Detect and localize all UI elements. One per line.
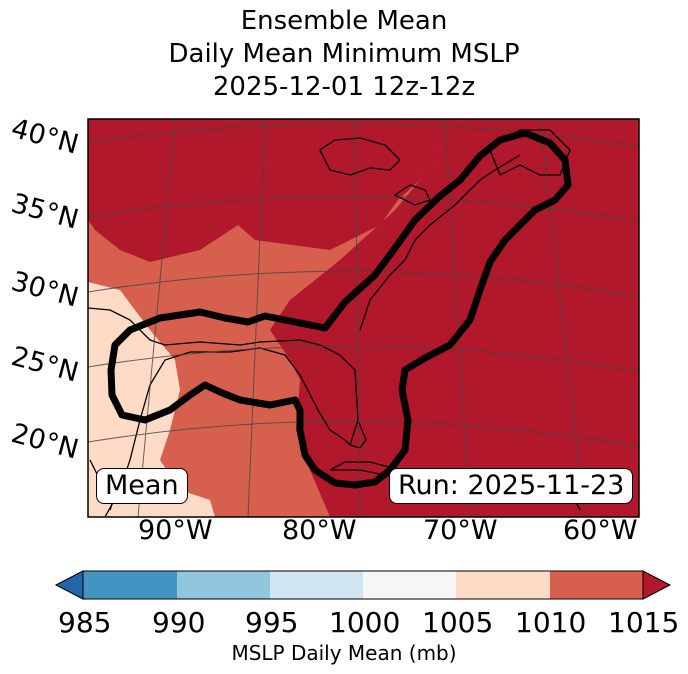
- colorbar-extend-low: [54, 570, 84, 600]
- title-line-2: Daily Mean Minimum MSLP: [168, 39, 520, 69]
- colorbar-bin-1000-1005: [363, 571, 456, 599]
- colorbar-bin-995-1000: [270, 571, 363, 599]
- colorbar-tick-1000: 1000: [329, 606, 401, 639]
- colorbar-tick-985: 985: [58, 606, 112, 639]
- colorbar-bin-1010-1015: [550, 571, 643, 599]
- colorbar-label: MSLP Daily Mean (mb): [231, 641, 457, 665]
- colorbar-extend-high: [642, 570, 672, 600]
- title-line-1: Ensemble Mean: [240, 6, 448, 36]
- lon-label-60: 60°W: [563, 515, 638, 546]
- map-frame: [87, 118, 640, 518]
- lon-label-70: 70°W: [423, 515, 498, 546]
- region-1015-north: [88, 119, 290, 262]
- colorbar-tick-1015: 1015: [608, 606, 680, 639]
- colorbar-bin-985-990: [83, 571, 177, 599]
- colorbar-tick-1010: 1010: [515, 606, 587, 639]
- lon-label-80: 80°W: [282, 515, 357, 546]
- contour-outline: [107, 129, 572, 489]
- colorbar-frame: [82, 570, 644, 600]
- region-1015-east: [270, 119, 639, 517]
- colorbar-tick-1005: 1005: [422, 606, 494, 639]
- mean-label-box: Mean: [96, 468, 188, 504]
- title-line-3: 2025-12-01 12z-12z: [212, 72, 476, 102]
- colorbar-bin-990-995: [177, 571, 270, 599]
- colorbar-tick-990: 990: [152, 606, 206, 639]
- colorbar-tick-995: 995: [245, 606, 299, 639]
- lon-label-90: 90°W: [138, 515, 213, 546]
- run-label-box: Run: 2025-11-23: [389, 468, 634, 504]
- graticule: [88, 119, 639, 517]
- colorbar-bin-1005-1010: [456, 571, 550, 599]
